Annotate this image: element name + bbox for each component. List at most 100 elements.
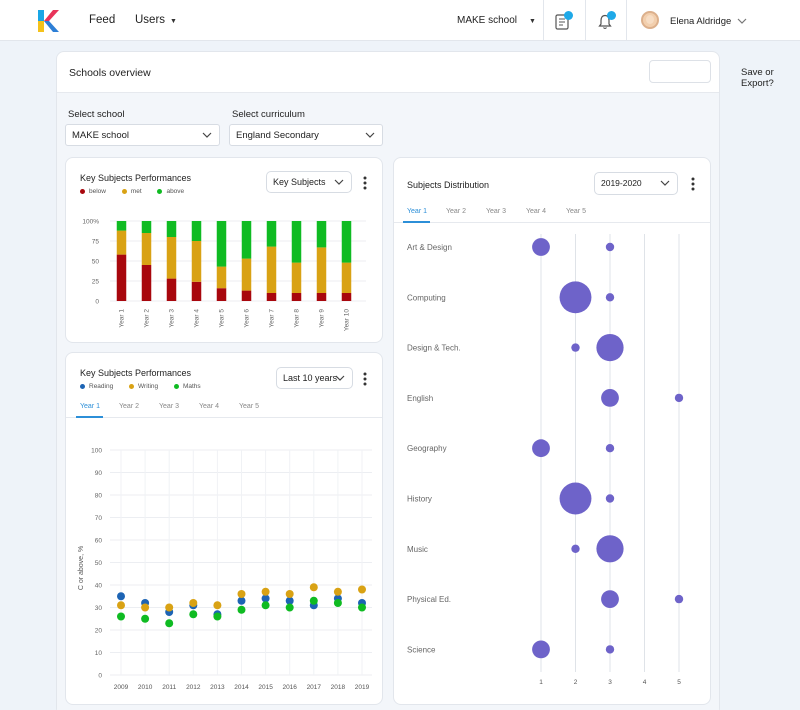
legend-label: below xyxy=(89,188,106,195)
panel-header: Schools overview xyxy=(57,52,719,93)
data-point-maths xyxy=(358,603,366,612)
tab-year-5[interactable]: Year 5 xyxy=(566,208,586,215)
tab-year-1[interactable]: Year 1 xyxy=(80,403,100,410)
save-export-link[interactable]: Save or Export? xyxy=(741,67,774,89)
notification-badge xyxy=(607,11,616,20)
top-navigation-bar: Feed Users ▼ MAKE school ▼ Elena Aldridge xyxy=(0,0,800,41)
y-tick-label: 30 xyxy=(95,605,103,612)
more-options-icon[interactable] xyxy=(363,372,367,386)
y-tick-label: 0 xyxy=(95,299,99,306)
data-point-writing xyxy=(165,603,174,612)
active-tab-indicator xyxy=(403,221,430,223)
x-tick-label: 2012 xyxy=(186,684,201,691)
x-tick-label: 2009 xyxy=(114,684,129,691)
data-point-maths xyxy=(309,596,318,605)
tab-year-1[interactable]: Year 1 xyxy=(407,208,427,215)
bar-segment-below xyxy=(241,290,252,301)
reports-button[interactable] xyxy=(555,11,573,30)
more-options-icon[interactable] xyxy=(363,176,367,190)
x-tick-label: Year 10 xyxy=(344,309,351,332)
select-curriculum-label: Select curriculum xyxy=(232,109,305,120)
tab-year-4[interactable]: Year 4 xyxy=(199,403,219,410)
save-export-button[interactable] xyxy=(649,60,711,83)
y-tick-label: 0 xyxy=(98,673,102,680)
select-curriculum-value: England Secondary xyxy=(236,130,319,141)
school-switcher[interactable]: MAKE school ▼ xyxy=(457,15,536,26)
year-tabs: Year 1 Year 2 Year 3 Year 4 Year 5 xyxy=(66,400,382,418)
bubble-point xyxy=(559,482,592,515)
dropdown-value: Last 10 years xyxy=(283,373,338,383)
y-tick-label: 80 xyxy=(95,493,103,500)
select-school-label: Select school xyxy=(68,109,125,120)
legend-label: above xyxy=(166,188,185,195)
x-tick-label: Year 2 xyxy=(144,309,151,328)
tab-year-5[interactable]: Year 5 xyxy=(239,403,259,410)
x-tick-label: 2014 xyxy=(234,684,249,691)
bar-segment-below xyxy=(141,265,152,301)
data-point-maths xyxy=(237,605,246,614)
data-point-maths xyxy=(189,610,198,619)
x-tick-label: 2013 xyxy=(210,684,225,691)
more-options-icon[interactable] xyxy=(691,177,695,191)
y-tick-label: 90 xyxy=(95,470,103,477)
bar-segment-above xyxy=(241,221,252,259)
data-point-maths xyxy=(261,601,270,610)
legend-dot xyxy=(129,383,135,389)
data-point-writing xyxy=(141,603,150,612)
bar-segment-met xyxy=(291,262,302,293)
user-avatar[interactable] xyxy=(641,11,659,29)
y-tick-label: 60 xyxy=(95,538,103,545)
bar-segment-met xyxy=(216,266,227,289)
bar-segment-below xyxy=(116,254,127,301)
notifications-button[interactable] xyxy=(598,11,616,30)
bubble-point xyxy=(605,242,615,252)
select-school-dropdown[interactable]: MAKE school xyxy=(65,124,220,146)
tab-year-3[interactable]: Year 3 xyxy=(486,208,506,215)
select-school-value: MAKE school xyxy=(72,130,130,141)
select-curriculum-dropdown[interactable]: England Secondary xyxy=(229,124,383,146)
document-icon xyxy=(555,14,569,30)
tab-year-2[interactable]: Year 2 xyxy=(119,403,139,410)
time-range-dropdown[interactable]: Last 10 years xyxy=(276,367,353,389)
y-tick-label: 40 xyxy=(95,583,103,590)
chevron-down-icon[interactable] xyxy=(737,17,747,25)
x-tick-label: Year 8 xyxy=(294,309,301,328)
x-tick-label: Year 9 xyxy=(319,309,326,328)
x-tick-label: 4 xyxy=(643,679,647,686)
nav-users-menu[interactable]: Users ▼ xyxy=(135,14,177,26)
tab-year-3[interactable]: Year 3 xyxy=(159,403,179,410)
category-label: Music xyxy=(407,545,428,554)
data-point-writing xyxy=(261,587,270,596)
x-tick-label: 2019 xyxy=(355,684,370,691)
data-point-maths xyxy=(333,599,342,607)
legend-dot xyxy=(121,188,127,194)
chart-legend: Reading Writing Maths xyxy=(80,383,215,390)
x-tick-label: Year 5 xyxy=(219,309,226,328)
user-name[interactable]: Elena Aldridge xyxy=(670,16,732,27)
school-year-dropdown[interactable]: 2019-2020 xyxy=(594,172,678,195)
bubble-point xyxy=(605,444,615,453)
y-tick-label: 75 xyxy=(92,239,100,246)
legend-dot xyxy=(173,383,179,389)
legend-item-above: above xyxy=(157,188,184,195)
nav-feed-link[interactable]: Feed xyxy=(89,14,116,26)
category-label: Design & Tech. xyxy=(407,344,461,353)
legend-dot xyxy=(157,188,163,194)
legend-item-writing: Writing xyxy=(129,383,158,390)
y-tick-label: 100 xyxy=(91,448,102,455)
category-label: History xyxy=(407,495,432,504)
tab-year-4[interactable]: Year 4 xyxy=(526,208,546,215)
y-tick-label: 20 xyxy=(95,628,103,635)
legend-label: met xyxy=(130,188,142,195)
yearly-scatter-chart: 0 10 20 30 40 50 60 70 80 90 100 2009 2010 2011 2012 20… xyxy=(78,448,372,691)
tab-year-2[interactable]: Year 2 xyxy=(446,208,466,215)
active-tab-indicator xyxy=(76,416,103,418)
legend-dot xyxy=(80,188,85,194)
stacked-bar-chart: 100% 75 50 25 0 Year 1 Year 2 Year 3 Year 4 Year … xyxy=(82,219,366,332)
app-logo[interactable] xyxy=(36,9,60,33)
x-tick-label: 2015 xyxy=(258,684,273,691)
bar-segment-above xyxy=(191,221,202,241)
card-title: Key Subjects Performances xyxy=(80,368,192,378)
key-subjects-dropdown[interactable]: Key Subjects xyxy=(266,171,352,193)
data-point-reading xyxy=(237,596,246,605)
